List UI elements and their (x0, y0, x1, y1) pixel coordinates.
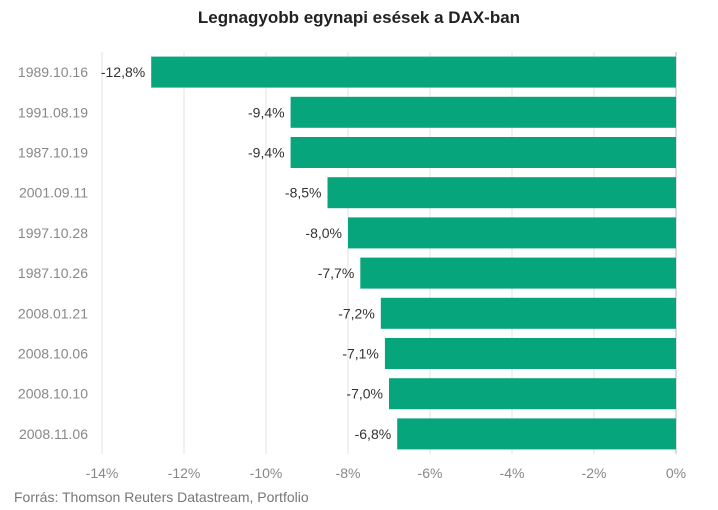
bar (360, 257, 676, 289)
category-label: 2001.09.11 (19, 185, 88, 201)
data-label: -7,7% (318, 265, 355, 281)
data-label: -7,2% (338, 305, 375, 321)
category-label: 2008.11.06 (19, 426, 88, 442)
category-label: 2008.10.10 (18, 386, 88, 402)
x-tick-label: -6% (418, 465, 443, 481)
bar (348, 217, 676, 249)
x-tick-label: -12% (168, 465, 201, 481)
category-label: 2008.01.21 (18, 305, 88, 321)
chart-title: Legnagyobb egynapi esések a DAX-ban (197, 8, 521, 27)
category-label: 1997.10.28 (18, 225, 88, 241)
category-label: 2008.10.06 (18, 346, 88, 362)
category-label: 1987.10.19 (18, 145, 88, 161)
bar (384, 338, 676, 369)
category-label: 1991.08.19 (18, 104, 88, 120)
data-label: -9,4% (248, 145, 285, 161)
bar (380, 297, 676, 329)
source-note: Forrás: Thomson Reuters Datastream, Port… (14, 489, 309, 505)
data-label: -12,8% (101, 64, 145, 80)
category-label: 1989.10.16 (18, 64, 88, 80)
bar (151, 56, 676, 88)
data-label: -7,1% (342, 346, 379, 362)
x-tick-label: -14% (86, 465, 119, 481)
x-tick-label: -4% (500, 465, 525, 481)
bar (290, 96, 676, 128)
x-tick-label: 0% (666, 465, 686, 481)
data-label: -6,8% (355, 426, 392, 442)
data-label: -8,0% (305, 225, 342, 241)
bar (327, 177, 676, 209)
data-label: -7,0% (346, 386, 383, 402)
x-tick-label: -2% (582, 465, 607, 481)
x-tick-label: -8% (336, 465, 361, 481)
bar (290, 137, 676, 168)
bar (389, 378, 676, 410)
bar (397, 418, 676, 450)
category-label: 1987.10.26 (18, 265, 88, 281)
data-label: -9,4% (248, 104, 285, 120)
x-tick-label: -10% (250, 465, 283, 481)
data-label: -8,5% (285, 185, 322, 201)
